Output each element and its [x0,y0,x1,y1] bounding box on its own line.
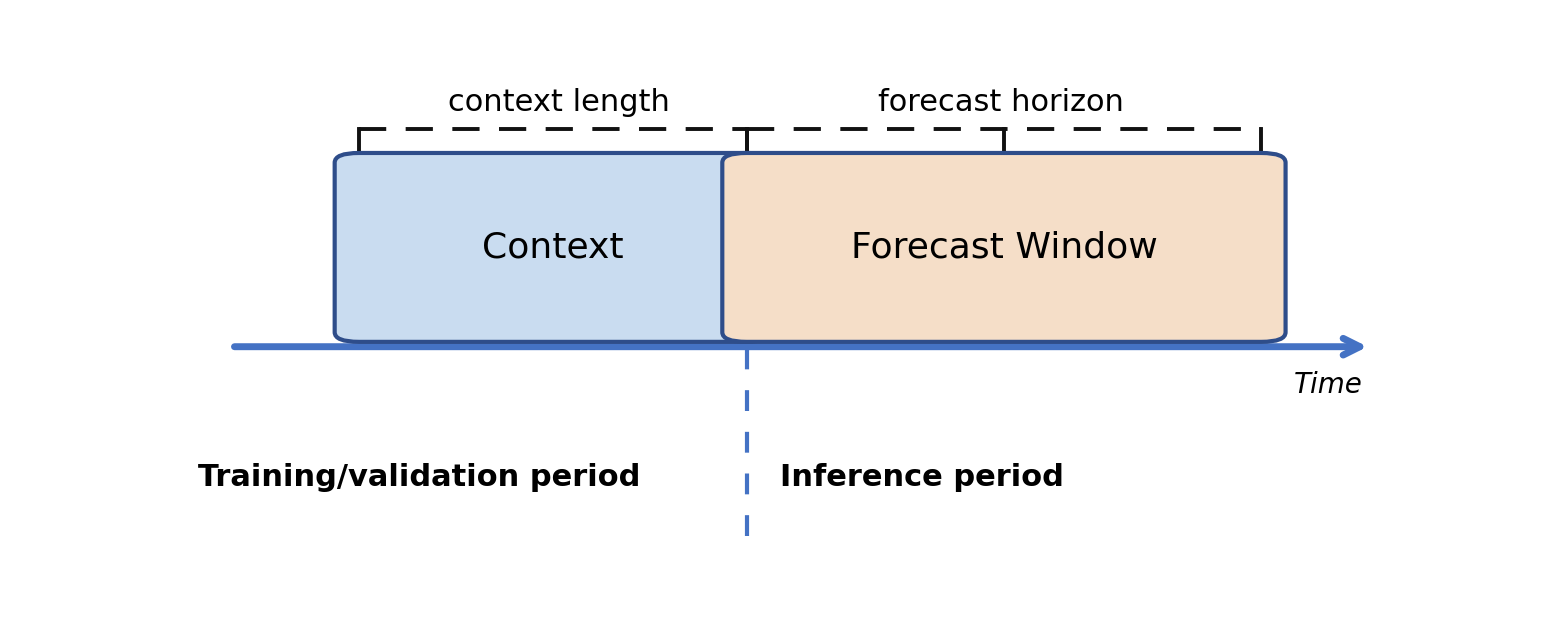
FancyBboxPatch shape [334,153,771,342]
Text: forecast horizon: forecast horizon [878,87,1124,116]
Text: Inference period: Inference period [780,463,1064,492]
FancyBboxPatch shape [722,153,1285,342]
Text: Context: Context [481,230,624,264]
Text: context length: context length [449,87,669,116]
Text: Time: Time [1294,372,1363,399]
Text: Training/validation period: Training/validation period [199,463,641,492]
Text: Forecast Window: Forecast Window [850,230,1157,264]
